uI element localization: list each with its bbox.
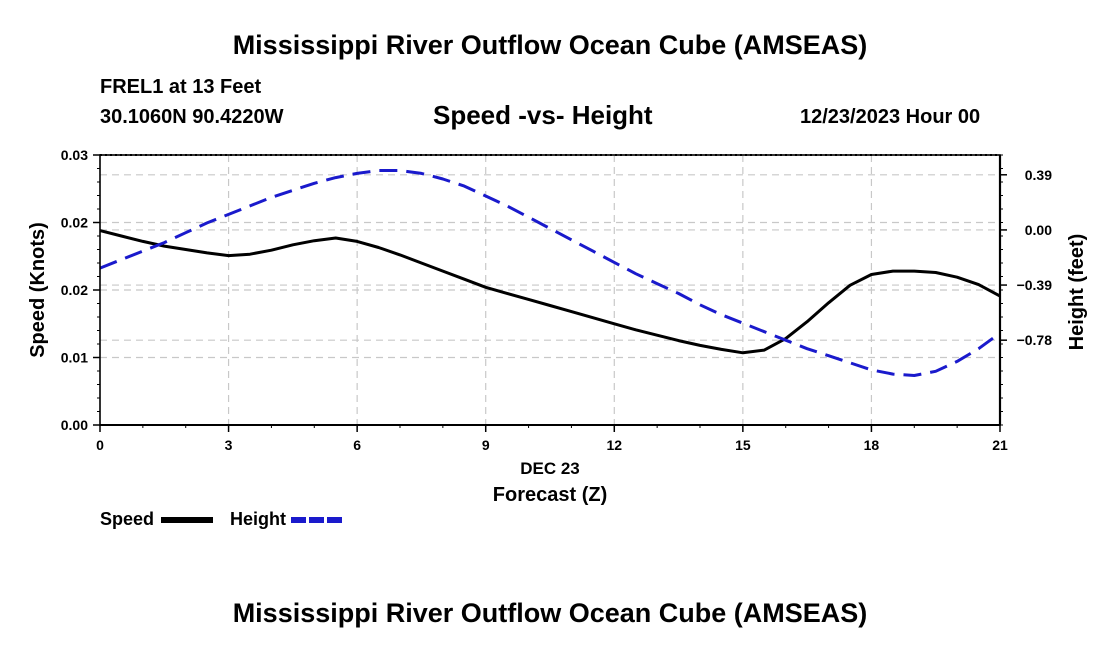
x-tick-label: 15: [735, 437, 751, 453]
y-tick-label: 0.03: [61, 147, 88, 163]
bottom-title: Mississippi River Outflow Ocean Cube (AM…: [232, 598, 868, 628]
y2-tick-label: 0.00: [1025, 222, 1052, 238]
x-tick-label: 21: [992, 437, 1008, 453]
coordinates-label: 30.1060N 90.4220W: [100, 106, 284, 128]
station-label: FREL1 at 13 Feet: [100, 76, 262, 98]
y2-tick-label: 0.39: [1025, 167, 1052, 183]
chart-subtitle: Speed -vs- Height: [433, 100, 653, 130]
y-tick-label: 0.02: [61, 282, 88, 298]
y2-axis-title: Height (feet): [1066, 234, 1088, 351]
y-axis-title: Speed (Knots): [27, 222, 49, 358]
label-layer: 0 3 6 9 12 15 18 21 0.00 0.01 0.02 0.02 0.03 0.39 0.00…: [27, 147, 1088, 506]
legend-speed-label: Speed: [100, 509, 155, 529]
x-axis-date-label: DEC 23: [520, 459, 580, 478]
x-axis-title: Forecast (Z): [493, 484, 607, 506]
series-line-height: [99, 169, 1001, 377]
y-tick-label: 0.02: [61, 215, 88, 231]
series-layer: [99, 169, 1001, 377]
grid-layer: [100, 155, 1000, 425]
forecast-datetime: 12/23/2023 Hour 00: [800, 106, 981, 128]
x-tick-label: 6: [353, 437, 361, 453]
x-tick-label: 12: [606, 437, 622, 453]
tick-layer: [93, 154, 1007, 432]
y2-tick-label: −0.39: [1017, 277, 1053, 293]
x-tick-label: 0: [96, 437, 104, 453]
legend-speed-swatch: [161, 517, 213, 523]
series-line-speed: [99, 229, 1001, 355]
legend-height-swatch: [291, 517, 343, 523]
x-tick-label: 9: [482, 437, 490, 453]
y-tick-label: 0.01: [61, 350, 88, 366]
y-tick-label: 0.00: [61, 417, 88, 433]
x-tick-label: 18: [864, 437, 880, 453]
legend-height-label: Height: [230, 509, 286, 529]
x-tick-label: 3: [225, 437, 233, 453]
y2-tick-label: −0.78: [1017, 332, 1053, 348]
page-title: Mississippi River Outflow Ocean Cube (AM…: [232, 30, 868, 60]
